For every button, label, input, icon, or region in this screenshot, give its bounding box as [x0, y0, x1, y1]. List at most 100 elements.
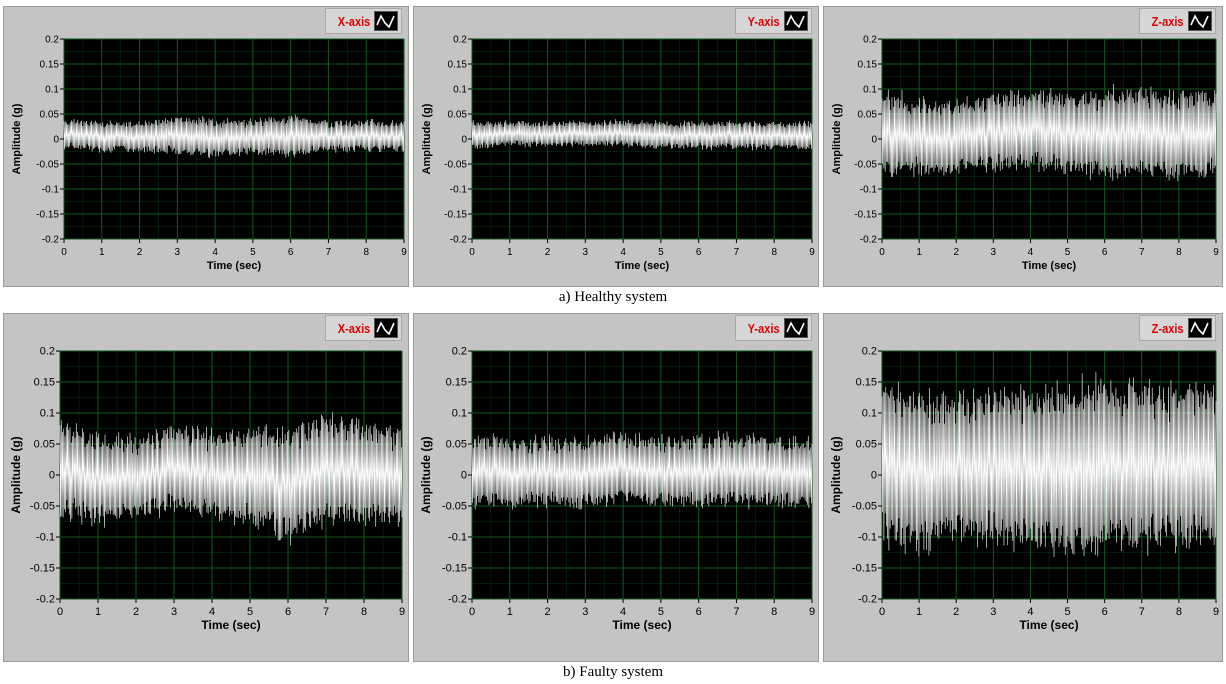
y-tick-label: 0: [461, 135, 467, 146]
x-tick-label: 4: [209, 606, 215, 618]
signal-series: [471, 119, 813, 151]
y-tick-label: 0.15: [448, 60, 468, 71]
x-tick-label: 0: [469, 606, 475, 618]
y-tick-label: -0.15: [36, 210, 59, 221]
x-tick-label: 7: [1139, 247, 1145, 258]
y-tick-label: 0.05: [446, 439, 467, 451]
x-axis-label: Time (sec): [612, 618, 671, 632]
y-tick-label: 0.1: [40, 408, 55, 420]
x-tick-label: 7: [1139, 606, 1145, 618]
y-tick-label: 0.15: [856, 377, 877, 389]
legend: Z-axis: [1139, 315, 1216, 341]
x-tick-label: 9: [1213, 247, 1219, 258]
y-tick-label: -0.05: [852, 501, 877, 513]
y-tick-label: 0.15: [858, 60, 878, 71]
x-tick-label: 1: [916, 247, 922, 258]
y-tick-label: -0.1: [860, 185, 878, 196]
waveform-icon: [784, 318, 808, 338]
y-tick-label: -0.2: [450, 235, 468, 246]
x-axis-label: Time (sec): [1019, 618, 1078, 632]
x-tick-label: 4: [212, 247, 218, 258]
x-tick-label: 7: [326, 247, 332, 258]
legend-label: X-axis: [337, 13, 370, 29]
x-tick-label: 1: [916, 606, 922, 618]
x-tick-label: 4: [620, 606, 626, 618]
signal-series: [59, 412, 403, 546]
x-tick-label: 8: [1176, 606, 1182, 618]
y-tick-label: -0.05: [854, 160, 877, 171]
x-axis-label: Time (sec): [1022, 260, 1077, 272]
y-tick-label: 0.1: [452, 408, 467, 420]
x-tick-label: 3: [175, 247, 181, 258]
x-tick-label: 6: [1102, 606, 1108, 618]
x-tick-label: 6: [285, 606, 291, 618]
y-tick-label: -0.1: [42, 185, 60, 196]
y-tick-label: 0.05: [856, 439, 877, 451]
chart-panel-healthy-z: Z-axis 0 1 2 3 4 5 6 7 8 9 0.2 0.15 0.1 0.05 0 -0.05 -0.1…: [823, 6, 1223, 287]
y-tick-label: 0.05: [34, 439, 55, 451]
plot-svg: 0 1 2 3 4 5 6 7 8 9 0.2 0.15 0.1 0.05 0 -0.05 -0.1 -0.15 -…: [9, 346, 405, 633]
y-tick-label: 0.15: [40, 60, 60, 71]
y-tick-label: -0.05: [442, 501, 467, 513]
y-tick-label: 0.1: [45, 85, 59, 96]
y-tick-label: 0.15: [446, 377, 467, 389]
plot-svg: 0 1 2 3 4 5 6 7 8 9 0.2 0.15 0.1 0.05 0 -0.05 -0.1 -0.15 -…: [421, 35, 815, 273]
y-tick-label: 0: [461, 470, 467, 482]
caption-healthy: a) Healthy system: [558, 289, 668, 305]
x-tick-label: 5: [247, 606, 253, 618]
y-tick-label: -0.1: [448, 532, 467, 544]
chart-panel-faulty-z: Z-axis 0 1 2 3 4 5 6 7 8 9 0.2 0.15 0.1 0.05 0 -0.05 -0.1…: [823, 313, 1223, 662]
x-tick-label: 3: [991, 247, 997, 258]
y-tick-label: 0.2: [45, 35, 59, 46]
x-tick-label: 8: [363, 247, 369, 258]
y-tick-label: 0.2: [453, 35, 467, 46]
legend-label: Z-axis: [1152, 320, 1184, 336]
chart-panel-faulty-y: Y-axis 0 1 2 3 4 5 6 7 8 9 0.2 0.15 0.1 0.05 0 -0.05 -0.1…: [413, 313, 819, 662]
chart-panel-healthy-y: Y-axis 0 1 2 3 4 5 6 7 8 9 0.2 0.15 0.1 0.05 0 -0.05 -0.1…: [413, 6, 819, 287]
y-tick-label: 0: [871, 135, 877, 146]
y-axis-label: Amplitude (g): [421, 103, 433, 174]
legend-label: X-axis: [337, 320, 370, 336]
legend-label: Y-axis: [748, 13, 780, 29]
x-tick-label: 5: [1065, 247, 1071, 258]
y-axis-label: Amplitude (g): [829, 436, 843, 513]
x-tick-label: 4: [1028, 247, 1034, 258]
x-tick-label: 0: [879, 247, 885, 258]
y-tick-label: -0.05: [30, 501, 55, 513]
y-tick-label: -0.15: [852, 563, 877, 575]
y-tick-label: 0.2: [862, 346, 877, 358]
x-tick-label: 5: [250, 247, 256, 258]
x-tick-label: 1: [507, 606, 513, 618]
y-tick-label: -0.2: [860, 235, 878, 246]
y-tick-label: -0.15: [854, 210, 877, 221]
y-tick-label: 0.2: [40, 346, 55, 358]
y-tick-label: 0.1: [862, 408, 877, 420]
x-tick-label: 3: [583, 247, 589, 258]
y-tick-label: 0: [49, 470, 55, 482]
signal-series: [63, 114, 405, 159]
legend-label: Z-axis: [1152, 13, 1184, 29]
y-axis-label: Amplitude (g): [419, 436, 433, 513]
x-tick-label: 5: [658, 606, 664, 618]
y-tick-label: -0.2: [42, 235, 60, 246]
y-tick-label: -0.2: [36, 594, 55, 606]
y-tick-label: -0.2: [858, 594, 877, 606]
x-tick-label: 8: [1176, 247, 1182, 258]
x-tick-label: 3: [171, 606, 177, 618]
legend: Y-axis: [735, 315, 812, 341]
x-tick-label: 0: [57, 606, 63, 618]
caption-faulty: b) Faulty system: [563, 664, 663, 680]
y-tick-label: 0.05: [40, 110, 60, 121]
x-tick-label: 6: [696, 247, 702, 258]
y-tick-label: -0.1: [858, 532, 877, 544]
y-tick-label: 0.2: [452, 346, 467, 358]
y-tick-label: 0.1: [863, 85, 877, 96]
x-tick-label: 1: [507, 247, 513, 258]
y-axis-label: Amplitude (g): [9, 436, 23, 513]
x-tick-label: 3: [582, 606, 588, 618]
x-tick-label: 4: [620, 247, 626, 258]
waveform-icon: [1188, 318, 1212, 338]
x-tick-label: 5: [658, 247, 664, 258]
y-tick-label: -0.15: [444, 210, 467, 221]
y-axis-label: Amplitude (g): [11, 103, 23, 174]
